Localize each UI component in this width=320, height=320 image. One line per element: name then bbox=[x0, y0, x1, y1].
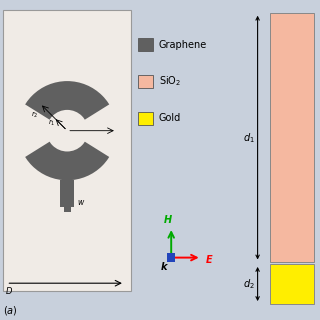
Bar bbox=[138, 112, 153, 125]
Text: $D$: $D$ bbox=[5, 285, 13, 296]
Wedge shape bbox=[14, 103, 67, 159]
Wedge shape bbox=[67, 103, 120, 159]
Text: Gold: Gold bbox=[159, 113, 181, 124]
Bar bbox=[270, 13, 314, 262]
Text: $\bfit{E}$: $\bfit{E}$ bbox=[205, 253, 213, 265]
Text: $w$: $w$ bbox=[76, 198, 85, 207]
Bar bbox=[64, 207, 71, 212]
Text: $(a)$: $(a)$ bbox=[3, 304, 18, 317]
Text: $d_2$: $d_2$ bbox=[243, 277, 254, 291]
Bar bbox=[167, 253, 175, 262]
Text: $d_1$: $d_1$ bbox=[243, 131, 254, 145]
Circle shape bbox=[46, 110, 88, 151]
Text: $r_1$: $r_1$ bbox=[49, 117, 56, 128]
Bar bbox=[138, 75, 153, 88]
Text: SiO$_2$: SiO$_2$ bbox=[159, 75, 181, 89]
Text: $\bfit{k}$: $\bfit{k}$ bbox=[160, 260, 169, 272]
Circle shape bbox=[18, 81, 117, 180]
Text: $\bfit{H}$: $\bfit{H}$ bbox=[163, 213, 173, 225]
Bar bbox=[270, 264, 314, 304]
Bar bbox=[3, 10, 131, 291]
Bar bbox=[60, 180, 74, 207]
Text: $r_2$: $r_2$ bbox=[31, 110, 39, 120]
Text: Graphene: Graphene bbox=[159, 40, 207, 50]
Bar bbox=[138, 38, 153, 51]
